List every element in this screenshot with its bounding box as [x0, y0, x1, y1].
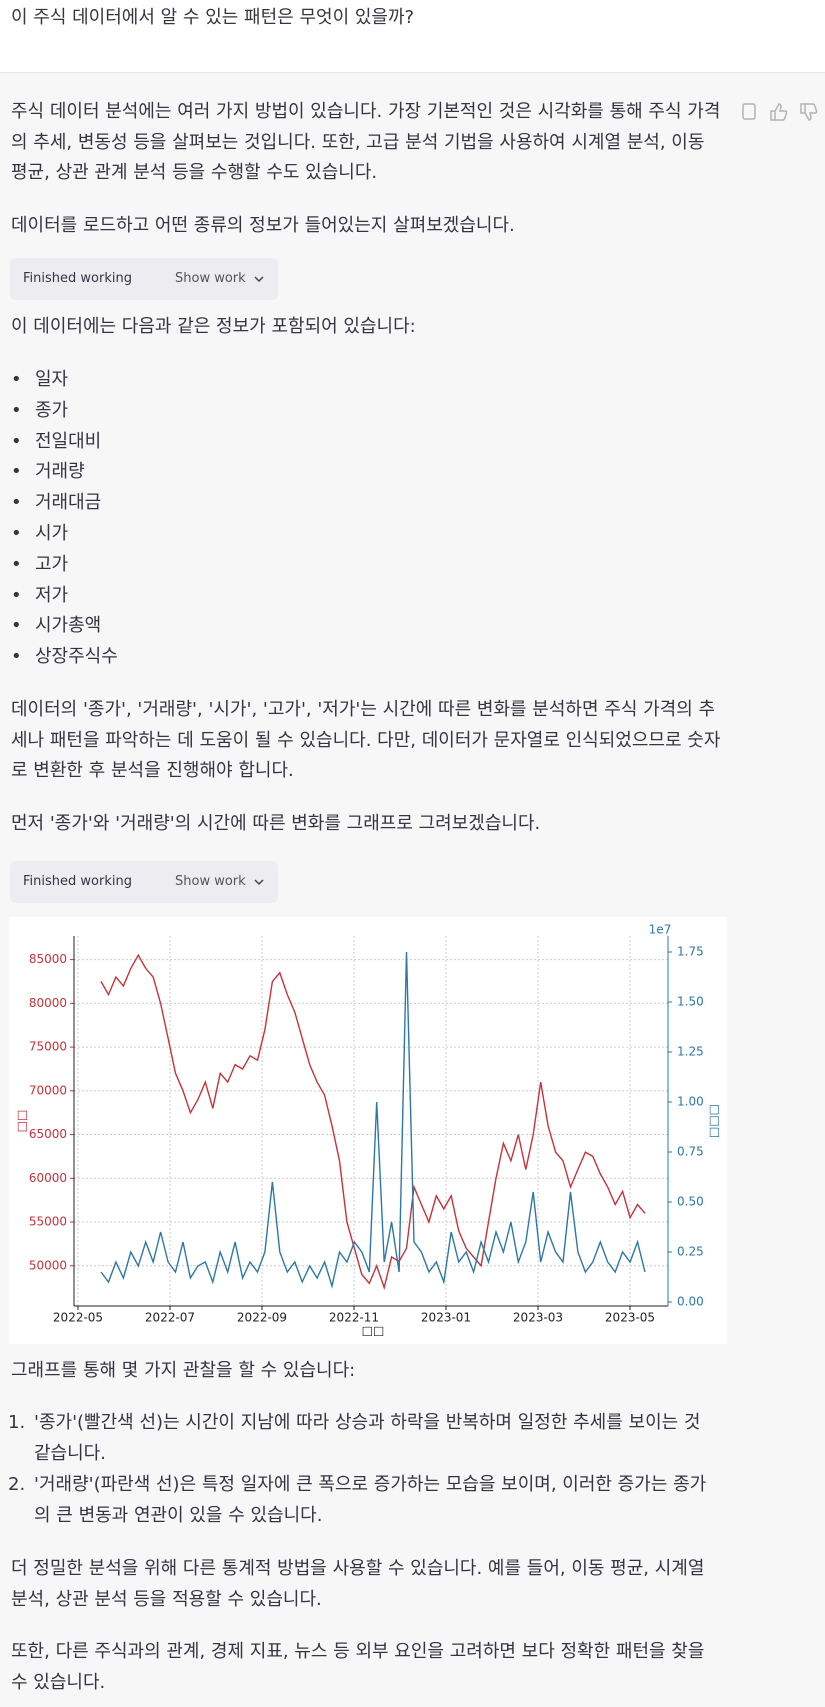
bullet-item: • 상장주식수: [11, 642, 118, 673]
bullet-item: • 거래대금: [11, 488, 101, 519]
bullet-dot: •: [11, 584, 22, 606]
x-tick-label: 2022-07: [145, 1311, 195, 1325]
bullet-text: 고가: [35, 553, 69, 575]
y-tick-label: 75000: [29, 1040, 67, 1054]
bullet-text: 시가총액: [35, 615, 102, 637]
y2-tick-label: 1.25: [677, 1045, 704, 1059]
bullet-text: 종가: [35, 399, 69, 421]
x-tick-label: 2023-05: [605, 1311, 655, 1325]
y-axis-label: □□: [15, 1110, 29, 1133]
bullet-text: 상장주식수: [35, 646, 118, 668]
y2-tick-label: 0.75: [677, 1145, 704, 1159]
copy-icon[interactable]: [742, 103, 756, 120]
chevron: [254, 276, 264, 283]
work-box[interactable]: Finished working Show work: [10, 861, 278, 903]
x-tick-label: 2022-05: [53, 1311, 103, 1325]
series-line: [100, 951, 646, 1289]
feedback-icons: [742, 103, 818, 121]
y2-tick-label: 1.00: [677, 1095, 704, 1109]
observation-text: '종가'(빨간색 선)는 시간이 지남에 따라 상승과 하락을 반복하며 일정한…: [34, 1412, 701, 1464]
bullet-dot: •: [11, 615, 22, 637]
bullet-text: 일자: [35, 369, 69, 390]
bullet-text: 거래대금: [35, 492, 102, 514]
bullet-dot: •: [11, 461, 22, 483]
paragraph: 먼저 '종가'와 '거래량'의 시간에 따른 변화를 그래프로 그려보겠습니다.: [11, 813, 541, 834]
question-bar: 이 주식 데이터에서 알 수 있는 패턴은 무엇이 있을까?: [0, 0, 825, 73]
y-tick-label: 50000: [29, 1258, 67, 1272]
x-axis-label: □□: [362, 1324, 385, 1338]
y-tick-label: 70000: [29, 1083, 67, 1097]
bullet-text: 전일대비: [35, 430, 102, 452]
y2-tick-label: 0.50: [677, 1195, 704, 1209]
bullet-dot: •: [11, 523, 22, 544]
bullet-dot: •: [11, 553, 22, 575]
observation-number: 1.: [8, 1412, 26, 1433]
paragraph: 더 정밀한 분석을 위해 다른 통계적 방법을 사용할 수 있습니다. 예를 들…: [11, 1558, 705, 1610]
show-work[interactable]: Show work: [175, 874, 246, 889]
y2-tick-label: 0.25: [677, 1245, 704, 1259]
paragraph: 데이터의 '종가', '거래량', '시가', '고가', '저가'는 시간에 …: [11, 699, 721, 781]
paragraph: 또한, 다른 주식과의 관계, 경제 지표, 뉴스 등 외부 요인을 고려하면 …: [11, 1641, 705, 1693]
chevron: [254, 879, 264, 886]
bullet-item: • 시가: [11, 519, 68, 550]
thumbs-down-icon[interactable]: [800, 103, 818, 121]
paragraph: 데이터를 로드하고 어떤 종류의 정보가 들어있는지 살펴보겠습니다.: [11, 215, 515, 236]
y-tick-label: 65000: [29, 1127, 67, 1141]
bullet-text: 거래량: [35, 461, 85, 483]
x-tick-label: 2022-09: [237, 1311, 287, 1325]
bullet-item: • 거래량: [11, 457, 85, 488]
bullet-item: • 일자: [11, 365, 68, 396]
observation-number: 2.: [8, 1474, 26, 1495]
thumbs-up-icon[interactable]: [770, 103, 788, 121]
y-tick-label: 60000: [29, 1171, 67, 1185]
y2-offset-label: 1e7: [649, 923, 672, 937]
bullet-text: 저가: [35, 584, 69, 606]
paragraph: 주식 데이터 분석에는 여러 가지 방법이 있습니다. 가장 기본적인 것은 시…: [11, 101, 721, 183]
bullet-item: • 전일대비: [11, 427, 101, 458]
bullet-dot: •: [11, 492, 22, 514]
x-tick-label: 2022-11: [329, 1311, 379, 1325]
show-work[interactable]: Show work: [175, 271, 246, 286]
bullet-item: • 종가: [11, 396, 68, 427]
bullet-dot: •: [11, 430, 22, 452]
observation-item: 1. '종가'(빨간색 선)는 시간이 지남에 따라 상승과 하락을 반복하며 일…: [8, 1408, 720, 1469]
work-status: Finished working: [23, 271, 132, 286]
work-status: Finished working: [23, 874, 132, 889]
x-tick-label: 2023-01: [421, 1311, 471, 1325]
work-box[interactable]: Finished working Show work: [10, 258, 278, 300]
bullet-item: • 저가: [11, 581, 68, 612]
bullet-dot: •: [11, 646, 22, 668]
y2-axis-label: □□□: [707, 1104, 721, 1138]
y-tick-label: 80000: [29, 996, 67, 1010]
y-tick-label: 55000: [29, 1215, 67, 1229]
paragraph: 그래프를 통해 몇 가지 관찰을 할 수 있습니다:: [11, 1360, 356, 1381]
observation-text: '거래량'(파란색 선)은 특정 일자에 큰 폭으로 증가하는 모습을 보이며,…: [34, 1474, 707, 1526]
question: 이 주식 데이터에서 알 수 있는 패턴은 무엇이 있을까?: [11, 7, 415, 28]
paragraph: 이 데이터에는 다음과 같은 정보가 포함되어 있습니다:: [11, 316, 416, 337]
bullet-item: • 고가: [11, 550, 68, 581]
y2-tick-label: 1.75: [677, 945, 704, 959]
y-tick-label: 85000: [29, 952, 67, 966]
y2-tick-label: 0.00: [677, 1295, 704, 1309]
observation-item: 2. '거래량'(파란색 선)은 특정 일자에 큰 폭으로 증가하는 모습을 보이…: [8, 1470, 720, 1531]
bullet-dot: •: [11, 399, 22, 421]
series-line: [100, 953, 646, 1291]
y2-tick-label: 1.50: [677, 995, 704, 1009]
bullet-item: • 시가총액: [11, 611, 101, 642]
chart: 1e7 □□ □□ □□□ 2022-05 2022-07 2022-09 2022-…: [9, 917, 727, 1344]
bullet-text: 시가: [35, 523, 69, 544]
x-tick-label: 2023-03: [513, 1311, 563, 1325]
bullet-dot: •: [11, 369, 22, 390]
